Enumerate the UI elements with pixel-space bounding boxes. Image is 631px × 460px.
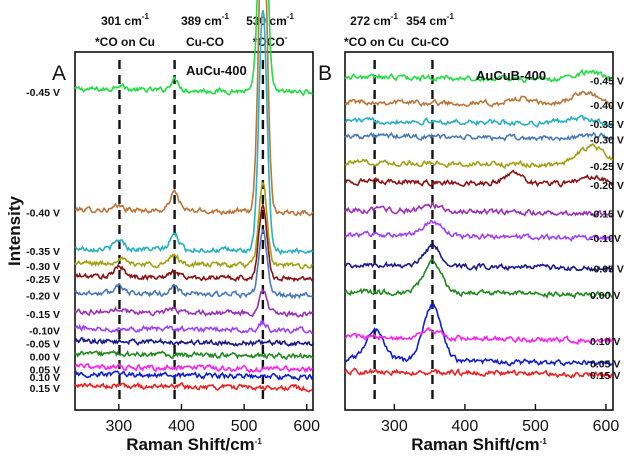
peak-annotation-wavenumber-text: 272 cm — [350, 14, 391, 28]
peak-annotation-wavenumber: 354 cm-1 — [406, 12, 454, 28]
panel-letter: B — [318, 62, 332, 85]
x-axis-label-sup: -1 — [540, 437, 548, 446]
spectrum-line — [74, 10, 314, 256]
potential-label: -0.15 V — [26, 309, 60, 321]
x-tick-label: 500 — [231, 418, 258, 435]
spectrum-line — [74, 181, 313, 270]
peak-annotation-wavenumber-sup: -1 — [222, 12, 230, 21]
x-axis-label-text: Raman Shift/cm — [126, 435, 254, 454]
peak-annotation-species: Cu-CO — [411, 35, 449, 49]
spectrum-line — [74, 381, 313, 393]
potential-label: -0.45 V — [26, 87, 60, 99]
potential-label: -0.10V — [590, 233, 621, 245]
potential-label: 0.00 V — [590, 290, 620, 302]
x-axis-label: Raman Shift/cm-1 — [126, 435, 262, 454]
peak-annotation-wavenumber-sup: -1 — [142, 12, 150, 21]
peak-annotation-wavenumber-text: 301 cm — [101, 14, 142, 28]
spectrum-line — [344, 201, 614, 218]
spectrum-line — [74, 0, 314, 217]
spectrum-line — [74, 363, 313, 374]
x-axis-label: Raman Shift/cm-1 — [411, 435, 547, 454]
potential-label: -0.40 V — [26, 207, 60, 219]
potential-label: -0.40 V — [590, 100, 624, 112]
peak-annotation-species-text: *OCO — [253, 35, 285, 49]
x-tick-label: 300 — [105, 418, 132, 435]
spectrum-line — [344, 220, 613, 243]
potential-label: -0.20 V — [26, 291, 60, 303]
spectrum-line — [344, 243, 614, 273]
peak-annotation-wavenumber-text: 354 cm — [406, 14, 447, 28]
potential-label: -0.30 V — [26, 261, 60, 273]
potential-label: -0.10V — [29, 326, 60, 338]
spectrum-line — [344, 131, 614, 142]
potential-label: -0.20 V — [590, 180, 624, 192]
potential-label: -0.35 V — [590, 119, 624, 131]
spectrum-line — [344, 169, 614, 188]
x-tick-label: 600 — [293, 418, 320, 435]
peak-annotation-wavenumber-sup: -1 — [287, 12, 295, 21]
spectrum-line — [344, 367, 613, 379]
plot-frame — [344, 51, 614, 411]
potential-label: -0.45 V — [590, 76, 624, 88]
spectrum-line — [74, 228, 313, 300]
potential-label: -0.30 V — [590, 134, 624, 146]
potential-label: 0.10 V — [30, 372, 60, 384]
potential-label: -0.35 V — [26, 246, 60, 258]
potential-label: 0.05 V — [590, 359, 620, 371]
spectrum-line — [344, 68, 613, 83]
potential-label: 0.00 V — [30, 352, 60, 364]
spectrum-line — [74, 337, 314, 347]
x-tick-label: 400 — [452, 418, 479, 435]
potential-label: 0.15 V — [590, 370, 620, 382]
potential-label: 0.05 V — [30, 365, 60, 377]
y-axis-label: Intensity — [5, 196, 24, 266]
spectrum-line — [344, 114, 613, 128]
peak-annotation-wavenumber: 272 cm-1 — [350, 12, 398, 28]
peak-annotation-wavenumber-text: 389 cm — [181, 14, 222, 28]
spectrum-line — [74, 288, 314, 318]
x-axis-label-sup: -1 — [255, 437, 263, 446]
peak-annotation-species: *CO on Cu — [95, 35, 155, 49]
potential-label: 0.10 V — [590, 336, 620, 348]
panel-title: AuCuB-400 — [476, 68, 546, 83]
spectrum-line — [344, 326, 614, 346]
x-tick-label: 600 — [593, 418, 620, 435]
potential-label: -0.05 V — [26, 339, 60, 351]
spectrum-line — [344, 90, 614, 109]
peak-annotation-wavenumber-sup: -1 — [447, 12, 455, 21]
peak-annotation-wavenumber: 389 cm-1 — [181, 12, 229, 28]
spectrum-line — [74, 349, 314, 361]
x-tick-label: 500 — [522, 418, 549, 435]
x-tick-label: 400 — [168, 418, 195, 435]
peak-annotation-species: Cu-CO — [186, 35, 224, 49]
peak-annotation-species-sup: - — [285, 33, 288, 42]
x-axis-label-text: Raman Shift/cm — [411, 435, 539, 454]
spectrum-line — [344, 302, 614, 367]
potential-label: -0.25 V — [590, 161, 624, 173]
potential-label: -0.05 V — [590, 264, 624, 276]
spectrum-line — [74, 318, 313, 334]
plot-frame — [74, 51, 314, 411]
peak-annotation-wavenumber: 301 cm-1 — [101, 12, 149, 28]
panel-title: AuCu-400 — [186, 63, 247, 78]
peak-annotation-wavenumber-sup: -1 — [391, 12, 399, 21]
spectrum-line — [74, 370, 314, 382]
potential-label: 0.15 V — [30, 383, 60, 395]
x-tick-label: 300 — [381, 418, 408, 435]
panel-letter: A — [52, 62, 66, 85]
spectrum-line — [74, 0, 313, 97]
spectrum-line — [344, 258, 613, 300]
potential-label: -0.15 V — [590, 209, 624, 221]
peak-annotation-species: *CO on Cu — [344, 35, 404, 49]
potential-label: -0.25 V — [26, 274, 60, 286]
spectrum-line — [344, 143, 614, 170]
spectrum-line — [74, 202, 314, 283]
